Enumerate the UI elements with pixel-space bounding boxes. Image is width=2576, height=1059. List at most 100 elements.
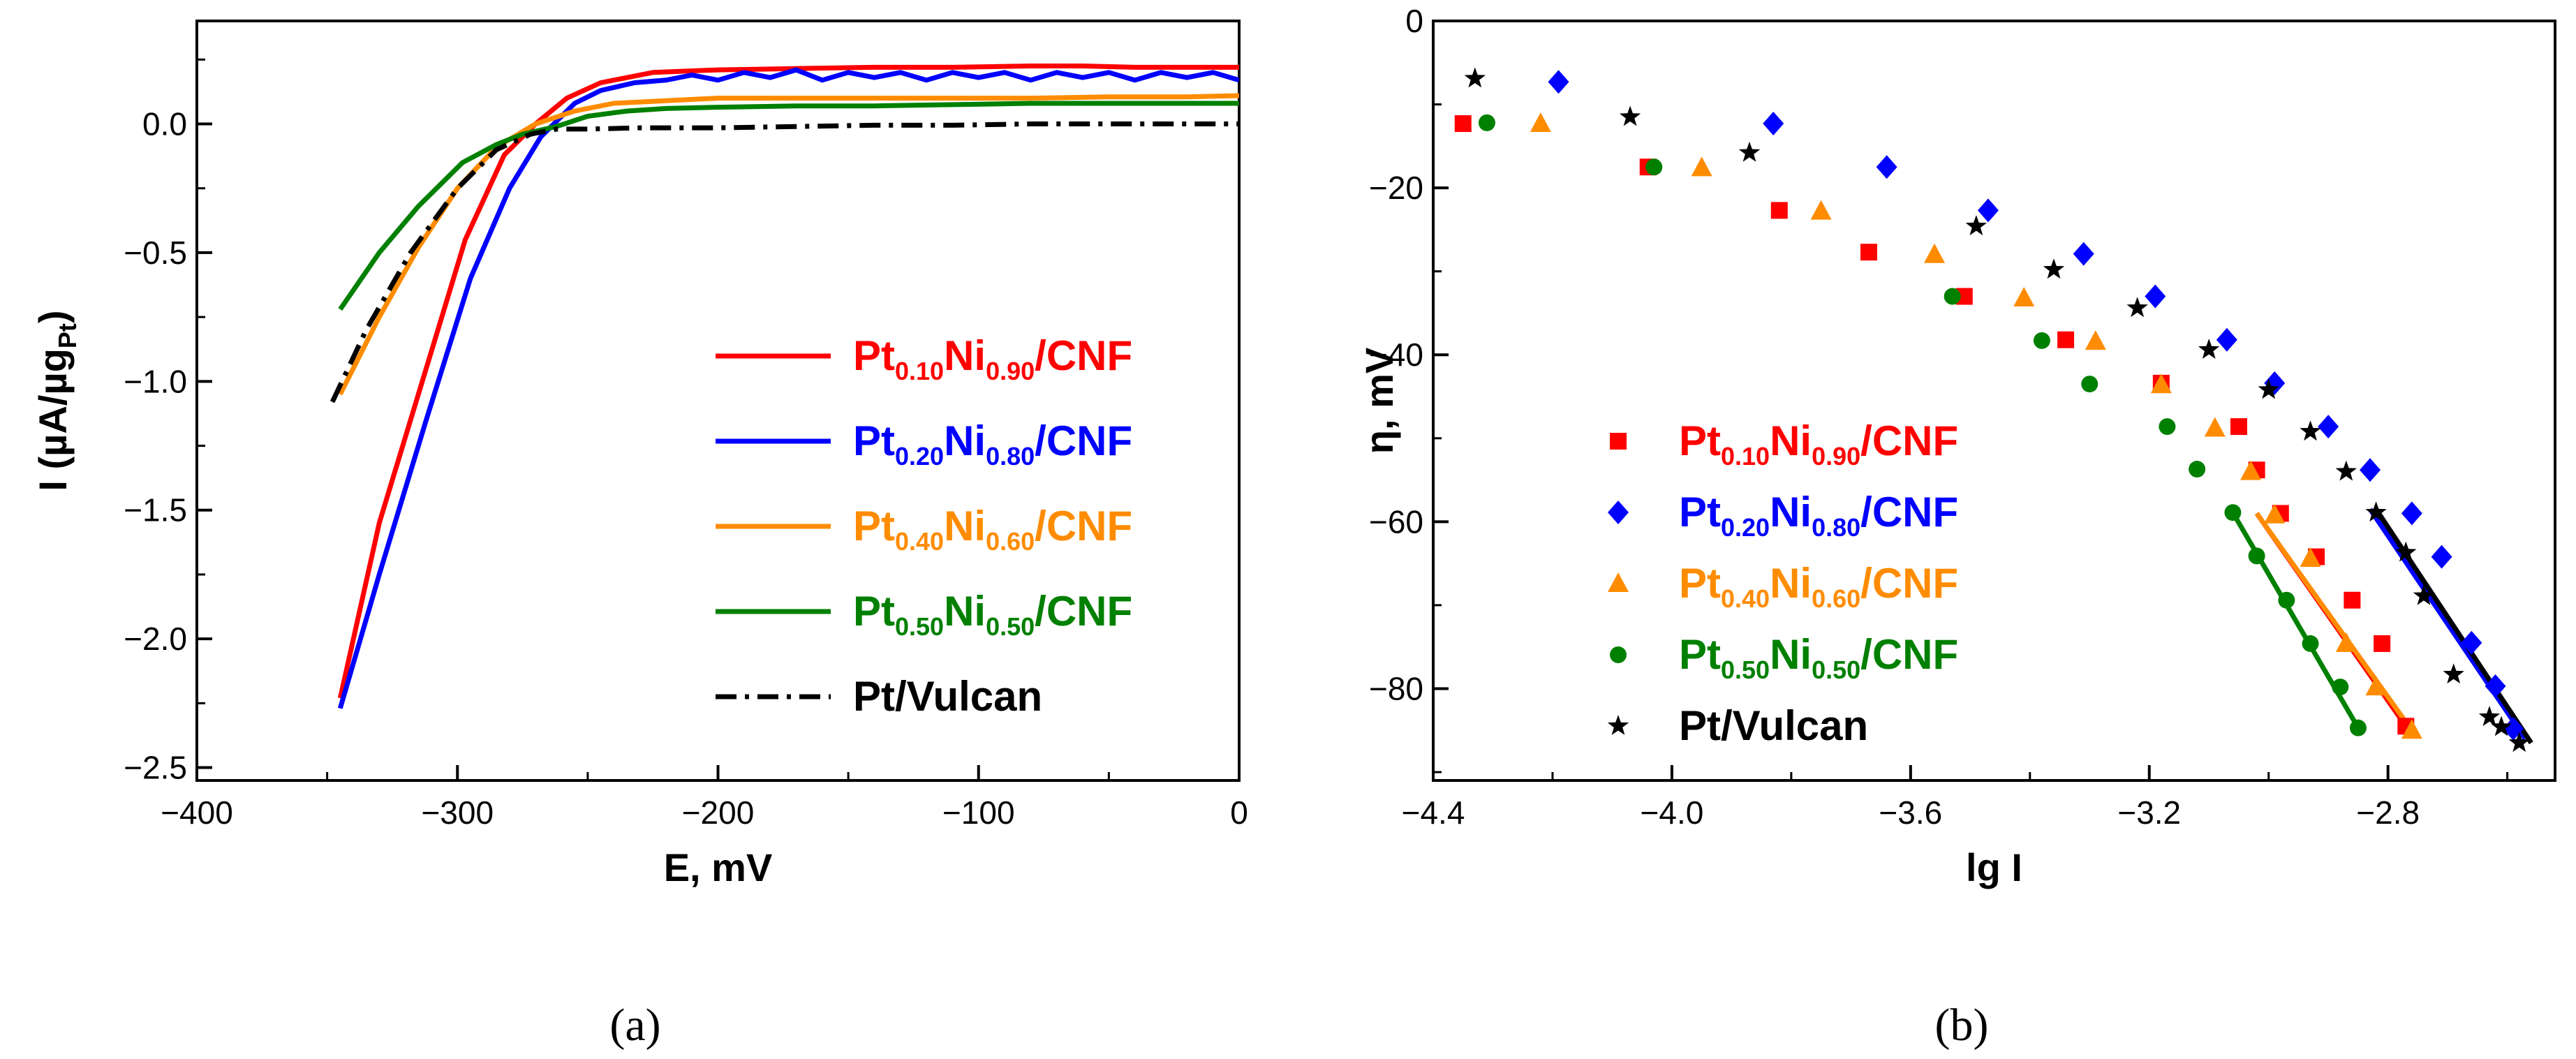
data-point bbox=[1454, 115, 1472, 133]
data-point bbox=[2258, 378, 2279, 399]
data-point bbox=[2057, 331, 2075, 348]
y-tick-label: −80 bbox=[1369, 670, 1423, 706]
data-point bbox=[2431, 545, 2452, 569]
data-point bbox=[2302, 635, 2319, 652]
y-tick-label: 0 bbox=[1405, 3, 1423, 39]
data-point bbox=[2216, 327, 2237, 352]
y-tick-label: −20 bbox=[1369, 170, 1423, 206]
legend-text-part: Pt bbox=[1679, 489, 1721, 535]
series-line-0 bbox=[337, 64, 1239, 699]
x-tick-label: −4.0 bbox=[1641, 794, 1704, 831]
data-point bbox=[2081, 376, 2098, 393]
data-point bbox=[2443, 663, 2464, 684]
legend-text-part: /CNF bbox=[1035, 588, 1132, 635]
data-point bbox=[2073, 242, 2094, 266]
data-point bbox=[2344, 591, 2361, 609]
legend-label-0: Pt0.10Ni0.90/CNF bbox=[1679, 417, 1958, 471]
data-point bbox=[2365, 501, 2387, 522]
data-point bbox=[2264, 503, 2286, 524]
legend-marker-3 bbox=[1610, 646, 1627, 663]
legend-subscript: 0.90 bbox=[986, 357, 1035, 385]
data-point bbox=[2300, 547, 2321, 567]
legend: Pt0.10Ni0.90/CNFPt0.20Ni0.80/CNFPt0.40Ni… bbox=[1607, 417, 1958, 749]
data-point bbox=[2461, 630, 2482, 655]
legend-text-part: Ni bbox=[944, 417, 986, 464]
legend-label-4: Pt/Vulcan bbox=[853, 673, 1042, 720]
data-point bbox=[2085, 330, 2106, 350]
data-point bbox=[2335, 460, 2357, 481]
data-point bbox=[2145, 284, 2166, 309]
data-point bbox=[2224, 504, 2242, 521]
legend-text-part: Pt bbox=[853, 588, 895, 635]
legend-text-part: /CNF bbox=[1035, 503, 1132, 549]
data-point bbox=[2150, 373, 2172, 394]
legend-label-2: Pt0.40Ni0.60/CNF bbox=[853, 503, 1132, 556]
chart-panel-a: −400 −300 −200 −100 0 −2.5 −2.0 −1.5 −1.0 −0.5 0.0… bbox=[31, 20, 1248, 889]
y-tick-label: −0.5 bbox=[124, 235, 187, 271]
data-point bbox=[2332, 679, 2349, 696]
legend-subscript: 0.50 bbox=[895, 612, 944, 641]
data-point bbox=[2478, 706, 2501, 727]
data-point bbox=[2365, 676, 2387, 696]
data-point bbox=[2230, 418, 2247, 436]
x-axis-label: lg I bbox=[1966, 845, 2022, 889]
data-point bbox=[1619, 105, 1641, 126]
data-point bbox=[2300, 420, 2321, 441]
x-tick-label: −2.8 bbox=[2356, 794, 2420, 831]
legend-text-part: Pt bbox=[1679, 631, 1721, 678]
legend-subscript: 0.90 bbox=[1812, 442, 1860, 471]
data-point bbox=[1548, 70, 1569, 94]
data-point bbox=[2240, 460, 2262, 480]
data-point bbox=[1977, 198, 1999, 223]
data-point bbox=[1464, 67, 1486, 88]
fit-line-3 bbox=[2230, 511, 2360, 730]
data-point bbox=[2013, 286, 2035, 306]
legend-text-part: /CNF bbox=[1860, 489, 1958, 535]
y-axis-label-sub: Pt bbox=[53, 323, 82, 348]
legend-label-1: Pt0.20Ni0.80/CNF bbox=[853, 417, 1132, 471]
x-tick-label: −3.2 bbox=[2117, 794, 2181, 831]
data-point bbox=[2204, 417, 2226, 437]
legend: Pt0.10Ni0.90/CNFPt0.20Ni0.80/CNFPt0.40Ni… bbox=[716, 332, 1132, 720]
legend-text-part: /CNF bbox=[1860, 417, 1958, 464]
data-point bbox=[2189, 461, 2206, 478]
legend-text-part: Ni bbox=[944, 332, 986, 379]
data-point bbox=[1645, 158, 1663, 176]
x-tick-label: −200 bbox=[682, 794, 755, 831]
data-point bbox=[1763, 112, 1784, 136]
y-tick-label: −1.5 bbox=[124, 492, 187, 528]
data-point bbox=[1876, 155, 1897, 179]
x-axis-label: E, mV bbox=[664, 845, 773, 889]
legend-subscript: 0.10 bbox=[895, 357, 944, 385]
legend-label-0: Pt0.10Ni0.90/CNF bbox=[853, 332, 1132, 385]
legend-subscript: 0.40 bbox=[895, 527, 944, 556]
y-axis-label: I (µA/µgPt) bbox=[31, 310, 82, 491]
data-point bbox=[2318, 415, 2339, 439]
legend-marker-0 bbox=[1610, 433, 1627, 450]
data-point bbox=[1478, 114, 1495, 131]
legend-label-2: Pt0.40Ni0.60/CNF bbox=[1679, 560, 1958, 613]
legend-text-part: Ni bbox=[1770, 489, 1812, 535]
data-point bbox=[2360, 458, 2381, 482]
series-points-4 bbox=[1464, 67, 2530, 753]
y-tick-label: −2.0 bbox=[124, 621, 187, 657]
x-tick-label: −300 bbox=[421, 794, 494, 831]
legend-subscript: 0.10 bbox=[1721, 442, 1770, 471]
series-line-3 bbox=[338, 101, 1239, 311]
data-point bbox=[2043, 258, 2065, 279]
x-tick-label: −4.4 bbox=[1402, 794, 1465, 831]
x-tick-label: 0 bbox=[1230, 794, 1248, 831]
legend-subscript: 0.50 bbox=[1721, 656, 1770, 684]
data-point bbox=[2126, 297, 2148, 318]
legend-label-4: Pt/Vulcan bbox=[1679, 702, 1868, 749]
legend-text-part: Pt bbox=[853, 503, 895, 549]
data-point bbox=[1924, 243, 1946, 263]
data-point bbox=[2401, 719, 2422, 739]
legend-subscript: 0.40 bbox=[1721, 584, 1770, 613]
legend-label-3: Pt0.50Ni0.50/CNF bbox=[853, 588, 1132, 641]
y-tick-label: −40 bbox=[1369, 336, 1423, 373]
panel-label-a: (a) bbox=[609, 1000, 660, 1051]
data-point bbox=[2198, 339, 2220, 359]
data-point bbox=[2278, 591, 2295, 609]
legend-text-part: Ni bbox=[1770, 417, 1812, 464]
